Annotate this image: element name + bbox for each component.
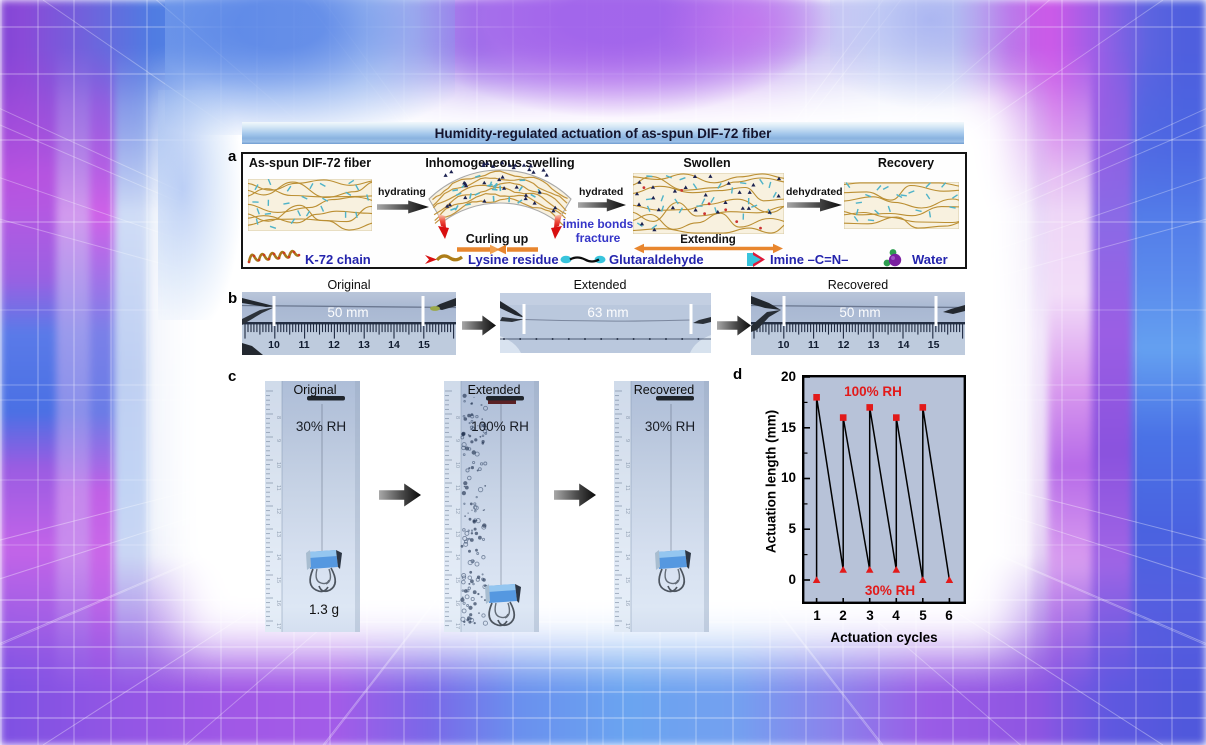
svg-text:8: 8 [454,416,460,419]
svg-text:9: 9 [454,439,460,442]
svg-text:11: 11 [808,339,819,351]
svg-text:hydrating: hydrating [378,186,426,198]
svg-text:10: 10 [778,339,790,351]
svg-text:10: 10 [624,462,630,468]
svg-text:Imine –C=N–: Imine –C=N– [770,252,848,267]
svg-text:17: 17 [624,623,630,629]
svg-text:hydrated: hydrated [579,186,623,198]
svg-text:9: 9 [624,439,630,442]
svg-text:Water: Water [912,252,948,267]
svg-text:16: 16 [275,600,281,606]
svg-text:17: 17 [454,623,460,629]
svg-text:imine bonds: imine bonds [563,217,634,231]
svg-text:50 mm: 50 mm [327,305,368,320]
svg-text:Extended: Extended [468,383,521,397]
svg-text:15: 15 [928,339,940,351]
svg-text:Extending: Extending [680,234,736,246]
svg-text:9: 9 [275,439,281,442]
svg-text:11: 11 [624,485,630,491]
svg-text:Lysine residue: Lysine residue [468,252,559,267]
svg-text:100% RH: 100% RH [471,419,529,434]
svg-text:Recovered: Recovered [634,383,694,397]
svg-text:14: 14 [388,339,400,351]
svg-text:12: 12 [838,339,850,351]
svg-text:Glutaraldehyde: Glutaraldehyde [609,252,704,267]
svg-text:16: 16 [454,600,460,606]
svg-text:10: 10 [275,462,281,468]
svg-text:12: 12 [275,508,281,514]
svg-text:Original: Original [293,383,336,397]
svg-text:8: 8 [624,416,630,419]
svg-text:Curling up: Curling up [466,232,529,246]
svg-text:30% RH: 30% RH [865,583,915,598]
svg-text:12: 12 [328,339,340,351]
svg-text:14: 14 [624,554,630,560]
svg-text:17: 17 [275,623,281,629]
svg-text:13: 13 [624,531,630,537]
svg-text:15: 15 [418,339,430,351]
svg-text:63 mm: 63 mm [587,305,628,320]
svg-text:14: 14 [898,339,910,351]
svg-text:15: 15 [624,577,630,583]
svg-text:dehydrated: dehydrated [786,186,843,198]
svg-text:13: 13 [275,531,281,537]
svg-text:11: 11 [298,339,309,351]
svg-text:30% RH: 30% RH [645,419,695,434]
svg-text:15: 15 [454,577,460,583]
svg-text:14: 14 [275,554,281,560]
svg-text:13: 13 [358,339,370,351]
svg-text:13: 13 [868,339,880,351]
svg-text:16: 16 [624,600,630,606]
svg-text:30% RH: 30% RH [296,419,346,434]
svg-text:1.3 g: 1.3 g [309,602,339,617]
svg-text:13: 13 [454,531,460,537]
svg-text:100% RH: 100% RH [844,384,902,399]
svg-text:50 mm: 50 mm [839,305,880,320]
svg-text:8: 8 [275,416,281,419]
svg-text:K-72 chain: K-72 chain [305,252,371,267]
svg-text:fracture: fracture [576,231,621,245]
svg-text:14: 14 [454,554,460,560]
svg-text:11: 11 [275,485,281,491]
svg-text:11: 11 [454,485,460,491]
svg-text:15: 15 [275,577,281,583]
svg-text:10: 10 [268,339,280,351]
svg-text:12: 12 [624,508,630,514]
svg-text:10: 10 [454,462,460,468]
svg-text:12: 12 [454,508,460,514]
